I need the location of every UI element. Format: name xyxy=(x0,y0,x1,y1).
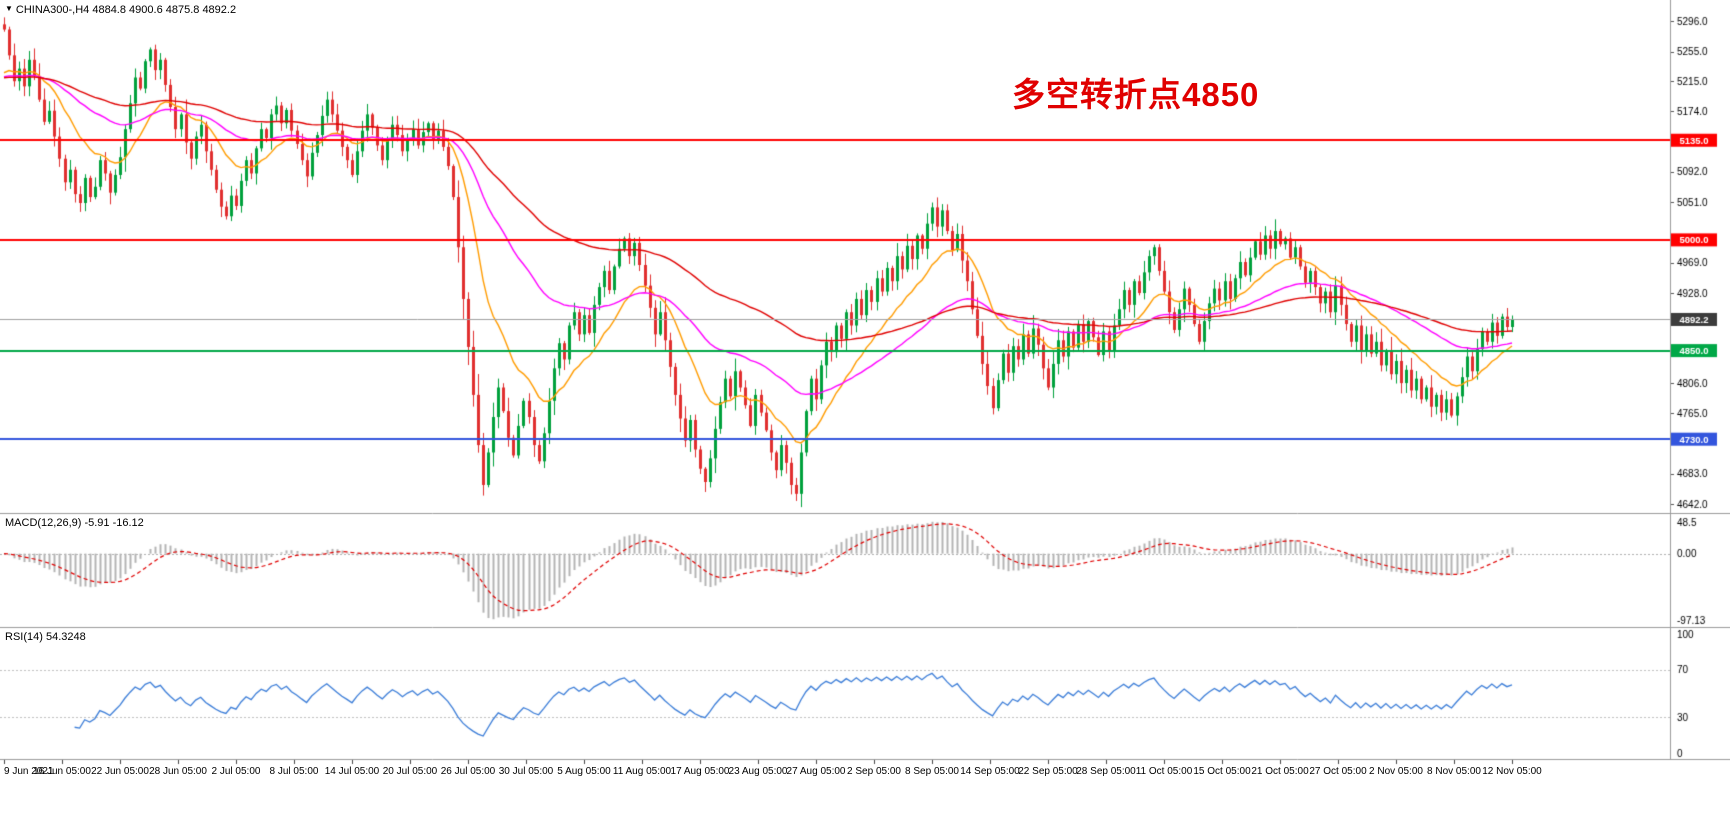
time-axis-label: 22 Jun 05:00 xyxy=(91,766,149,777)
time-axis-label: 17 Aug 05:00 xyxy=(670,766,730,777)
symbol-ohlc-text: CHINA300-,H4 4884.8 4900.6 4875.8 4892.2 xyxy=(15,4,237,16)
time-axis-label: 9 Jun 2021 xyxy=(4,766,54,777)
time-axis-label: 11 Oct 05:00 xyxy=(1135,766,1193,777)
time-axis-label: 2 Jul 05:00 xyxy=(211,766,261,777)
time-axis-label: 15 Oct 05:00 xyxy=(1193,766,1251,777)
time-axis-label: 22 Sep 05:00 xyxy=(1018,766,1078,777)
time-axis-label: 27 Aug 05:00 xyxy=(786,766,846,777)
time-axis-label: 27 Oct 05:00 xyxy=(1309,766,1367,777)
time-axis-label: 23 Aug 05:00 xyxy=(728,766,788,777)
time-axis-label: 14 Jul 05:00 xyxy=(324,766,380,777)
time-axis-label: 8 Nov 05:00 xyxy=(1427,766,1481,777)
annotation-text: 多空转折点4850 xyxy=(1012,76,1260,113)
time-axis-label: 5 Aug 05:00 xyxy=(557,766,611,777)
symbol-dropdown-icon[interactable]: ▼ xyxy=(5,4,13,13)
time-axis-label: 12 Nov 05:00 xyxy=(1482,766,1542,777)
time-axis-label: 8 Jul 05:00 xyxy=(269,766,319,777)
time-axis-label: 2 Sep 05:00 xyxy=(847,766,901,777)
time-axis[interactable]: 9 Jun 2021 16 Jun 05:00 22 Jun 05:00 28 Jun… xyxy=(0,760,1730,786)
time-axis-label: 30 Jul 05:00 xyxy=(498,766,554,777)
time-axis-label: 28 Jun 05:00 xyxy=(149,766,207,777)
time-axis-label: 14 Sep 05:00 xyxy=(960,766,1020,777)
time-axis-label: 26 Jul 05:00 xyxy=(440,766,496,777)
time-axis-label: 16 Jun 05:00 xyxy=(33,766,91,777)
symbol-info: ▼ CHINA300-,H4 4884.8 4900.6 4875.8 4892.… xyxy=(5,4,236,16)
rsi-indicator-label: RSI(14) 54.3248 xyxy=(5,631,86,643)
time-axis-label: 11 Aug 05:00 xyxy=(612,766,672,777)
time-axis-label: 21 Oct 05:00 xyxy=(1251,766,1309,777)
time-axis-label: 2 Nov 05:00 xyxy=(1369,766,1423,777)
time-axis-label: 28 Sep 05:00 xyxy=(1076,766,1136,777)
macd-indicator-label: MACD(12,26,9) -5.91 -16.12 xyxy=(5,517,144,529)
time-axis-label: 8 Sep 05:00 xyxy=(905,766,959,777)
time-axis-label: 20 Jul 05:00 xyxy=(382,766,438,777)
